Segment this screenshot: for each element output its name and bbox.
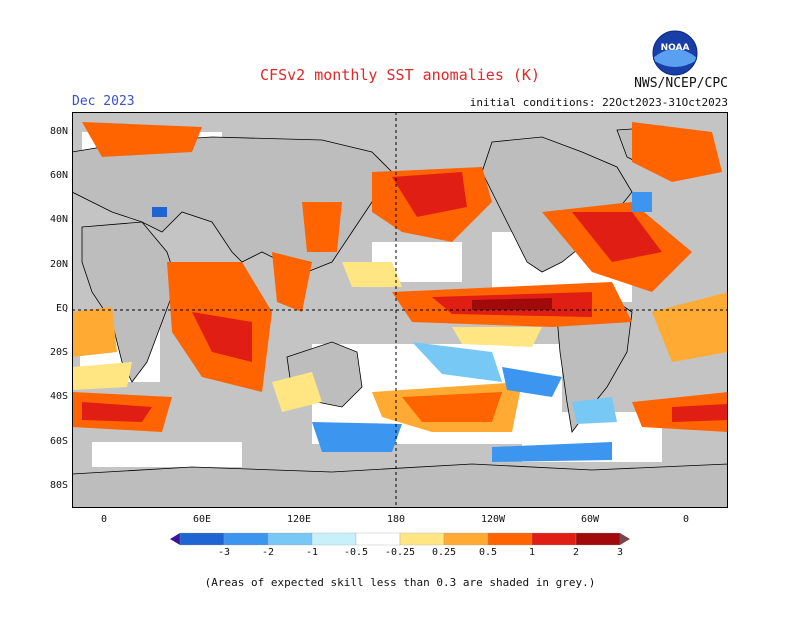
colorbar-label: 0.5	[478, 547, 498, 558]
sst-anomaly-map	[72, 112, 728, 508]
lat-label: 20S	[49, 347, 68, 358]
antarctica	[72, 463, 728, 508]
colorbar-cell	[267, 532, 313, 546]
lon-label: 60W	[580, 514, 600, 525]
colorbar-cell	[531, 532, 577, 546]
colorbar-label: -0.25	[384, 547, 416, 558]
initial-conditions: initial conditions: 22Oct2023-31Oct2023	[469, 96, 728, 109]
colorbar-cell	[443, 532, 489, 546]
colorbar-label: 3	[616, 547, 624, 558]
colorbar-cell	[311, 532, 357, 546]
colorbar-cell	[223, 532, 269, 546]
lon-label: 60E	[192, 514, 212, 525]
footnote: (Areas of expected skill less than 0.3 a…	[204, 576, 596, 589]
colorbar-label: 2	[572, 547, 580, 558]
colorbar-label: -3	[217, 547, 231, 558]
lon-label: 180	[386, 514, 406, 525]
lon-label: 120E	[286, 514, 312, 525]
lat-label: 40S	[49, 391, 68, 402]
colorbar-arrow-high	[620, 533, 630, 545]
lat-label: 40N	[49, 214, 68, 225]
lat-label: EQ	[55, 303, 68, 314]
colorbar-label: -1	[305, 547, 319, 558]
colorbar-label: 1	[528, 547, 536, 558]
colorbar-arrow-low	[170, 533, 180, 545]
logo-text: NOAA	[661, 43, 690, 53]
colorbar-cell	[487, 532, 533, 546]
noaa-logo: NOAA	[652, 30, 698, 76]
agency-label: NWS/NCEP/CPC	[634, 76, 728, 91]
colorbar-label: -2	[261, 547, 275, 558]
lat-label: 60S	[49, 436, 68, 447]
colorbar-label: -0.5	[343, 547, 369, 558]
map-title: CFSv2 monthly SST anomalies (K)	[260, 66, 540, 84]
lat-label: 20N	[49, 259, 68, 270]
colorbar-cell	[179, 532, 225, 546]
lon-label: 0	[682, 514, 690, 525]
positive-anomalies	[72, 122, 728, 432]
lon-label: 120W	[480, 514, 506, 525]
colorbar-label: 0.25	[431, 547, 457, 558]
weak-positive-anomalies	[72, 262, 542, 412]
colorbar	[170, 532, 630, 546]
lon-label: 0	[100, 514, 108, 525]
colorbar-cell	[575, 532, 621, 546]
lat-label: 60N	[49, 170, 68, 181]
north-america	[481, 136, 633, 273]
forecast-month: Dec 2023	[72, 94, 135, 109]
lat-label: 80S	[49, 480, 68, 491]
colorbar-cell	[399, 532, 445, 546]
colorbar-cell	[355, 532, 401, 546]
africa	[81, 221, 178, 383]
negative-anomalies	[152, 192, 652, 462]
lat-label: 80N	[49, 126, 68, 137]
